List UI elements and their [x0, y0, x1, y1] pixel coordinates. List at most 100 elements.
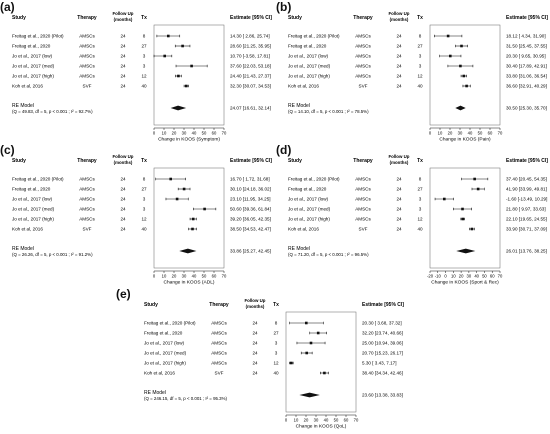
estimate-text: 37.60 [22.03, 53.18]: [230, 64, 271, 69]
x-tick-label: 30: [182, 274, 187, 279]
header-followup-unit: (months): [114, 160, 133, 165]
point-estimate: [167, 34, 170, 38]
header-therapy: Therapy: [77, 15, 97, 21]
point-estimate: [465, 84, 468, 88]
plot-frame: [153, 167, 225, 269]
x-tick-label: 10: [438, 131, 443, 136]
x-tick-label: 30: [314, 418, 319, 423]
re-model-label: RE Model: [288, 246, 310, 252]
estimate-text: 16.70 [ 1.72, 31.68]: [230, 177, 270, 182]
tx-value: 8: [275, 321, 278, 326]
header-study: Study: [12, 158, 26, 164]
point-estimate: [462, 74, 466, 78]
estimate-text: 33.90 [30.71, 37.09]: [506, 227, 547, 232]
x-tick-label: 60: [212, 274, 217, 279]
point-estimate: [323, 371, 326, 375]
summary-estimate-text: 33.86 [25.27, 42.45]: [230, 249, 271, 254]
tx-value: 3: [275, 341, 278, 346]
point-estimate: [461, 217, 465, 221]
point-estimate: [461, 207, 464, 211]
x-tick-label: 20: [448, 131, 453, 136]
x-tick-label: 50: [478, 131, 483, 136]
therapy-value: AMSCs: [211, 351, 227, 356]
followup-value: 24: [252, 331, 258, 336]
forest-plot-svg: Study Therapy Follow Up(months) Tx Estimate …: [288, 11, 548, 143]
estimate-text: 22.10 [19.65, 24.55]: [506, 217, 547, 222]
x-tick-label: 40: [324, 418, 329, 423]
followup-value: 24: [396, 64, 402, 69]
estimate-text: 41.90 [33.99, 49.81]: [506, 187, 547, 192]
x-tick-label: 40: [474, 274, 479, 279]
tx-value: 40: [141, 84, 147, 89]
tx-value: 8: [143, 177, 146, 182]
study-name: Jo et al., 2017 (low): [12, 197, 53, 202]
x-tick-label: 60: [212, 131, 217, 136]
re-model-label: RE Model: [288, 103, 310, 109]
therapy-value: AMSCs: [211, 321, 227, 326]
x-tick-label: 50: [202, 131, 207, 136]
estimate-text: 18.12 [ 4.34, 31.90]: [506, 34, 546, 39]
followup-value: 24: [120, 54, 126, 59]
header-tx: Tx: [141, 15, 147, 21]
therapy-value: SVF: [359, 84, 368, 89]
estimate-text: 38.40 [34.34, 42.46]: [362, 371, 403, 376]
estimate-text: 28.60 [21.25, 35.95]: [230, 44, 271, 49]
point-estimate: [169, 177, 172, 181]
point-estimate: [305, 351, 308, 355]
x-tick-label: 10: [162, 131, 167, 136]
study-name: Freitag et al., 2020 (Pilot): [288, 34, 340, 39]
therapy-value: AMSCs: [355, 44, 371, 49]
x-axis-label: Change in KOOS (Sport & Rec): [431, 280, 499, 286]
forest-panel-a: (a) Study Therapy Follow Up (months) Tx Estim…: [0, 0, 274, 143]
study-name: Jo et al., 2017 (med): [288, 207, 331, 212]
therapy-value: AMSCs: [211, 361, 227, 366]
heterogeneity-stats: (Q = 26.26, df = 5, p < 0.001 ; I² = 91.…: [12, 252, 93, 257]
header-followup: Follow Up: [245, 298, 266, 303]
header-tx: Tx: [273, 302, 279, 308]
study-name: Jo et al., 2017 (high): [288, 217, 330, 222]
re-model-label: RE Model: [12, 246, 34, 252]
tx-value: 3: [419, 54, 422, 59]
study-name: Freitag et al., 2020: [288, 187, 327, 192]
study-name: Jo et al., 2017 (high): [144, 361, 186, 366]
point-estimate: [182, 187, 186, 191]
tx-value: 3: [419, 64, 422, 69]
therapy-value: AMSCs: [79, 64, 95, 69]
therapy-value: AMSCs: [355, 54, 371, 59]
header-estimate: Estimate [95% CI]: [506, 158, 548, 164]
summary-diamond: [179, 248, 197, 254]
re-model-label: RE Model: [144, 390, 166, 396]
x-tick-label: 0: [285, 418, 288, 423]
panel-label: (e): [116, 287, 131, 301]
therapy-value: AMSCs: [79, 177, 95, 182]
forest-plot-svg: Study Therapy Follow Up(months) Tx Estimate …: [144, 298, 404, 430]
x-tick-label: 20: [304, 418, 309, 423]
x-tick-label: 0: [153, 274, 156, 279]
summary-estimate-text: 24.07 [16.61, 32.14]: [230, 106, 271, 111]
forest-plot-svg: Study Therapy Follow Up(months) Tx Estimate …: [288, 154, 548, 286]
therapy-value: SVF: [215, 371, 224, 376]
tx-value: 40: [141, 227, 147, 232]
estimate-text: 20.30 [ 9.65, 30.95]: [506, 54, 546, 59]
tx-value: 12: [141, 217, 147, 222]
followup-value: 24: [396, 177, 402, 182]
study-name: Koh et al, 2016: [144, 371, 175, 376]
header-followup-unit: (months): [390, 160, 409, 165]
x-tick-label: 30: [182, 131, 187, 136]
summary-estimate-text: 30.50 [25.30, 35.70]: [506, 106, 547, 111]
x-tick-label: 70: [354, 418, 359, 423]
therapy-value: AMSCs: [79, 187, 95, 192]
study-name: Jo et al., 2017 (med): [12, 207, 55, 212]
estimate-text: 24.40 [21.43, 27.37]: [230, 74, 271, 79]
header-study: Study: [12, 15, 26, 21]
tx-value: 3: [275, 351, 278, 356]
forest-panel-e: (e) Study Therapy Follow Up (months) Tx Estim…: [116, 287, 404, 430]
x-tick-label: 50: [202, 274, 207, 279]
therapy-value: SVF: [359, 227, 368, 232]
study-name: Freitag et al., 2020 (Pilot): [12, 177, 64, 182]
followup-value: 24: [396, 217, 402, 222]
study-name: Koh et al, 2016: [12, 84, 43, 89]
estimate-text: 20.70 [15.23, 26.17]: [362, 351, 403, 356]
followup-value: 24: [396, 187, 402, 192]
followup-value: 24: [120, 187, 126, 192]
